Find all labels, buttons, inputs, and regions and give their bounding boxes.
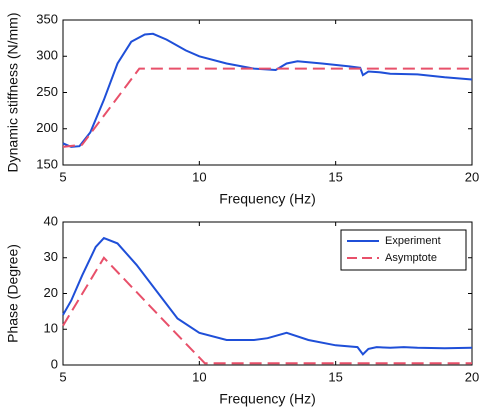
y-tick-label: 200 (36, 120, 58, 135)
y-tick-label: 300 (36, 48, 58, 63)
y-tick-label: 350 (36, 11, 58, 26)
axes-box (62, 19, 473, 166)
x-tick-label: 15 (328, 169, 342, 184)
x-tick-label: 20 (465, 169, 479, 184)
x-tick-label: 15 (328, 369, 342, 384)
x-tick-label: 20 (465, 369, 479, 384)
x-tick-label: 10 (192, 369, 206, 384)
x-tick-label: 5 (59, 369, 66, 384)
y-tick-label: 150 (36, 156, 58, 171)
x-tick-label: 5 (59, 169, 66, 184)
y-tick-label: 20 (44, 285, 58, 300)
legend-label: Asymptote (385, 252, 437, 264)
y-tick-label: 250 (36, 84, 58, 99)
y-axis-label: Dynamic stiffness (N/mm) (5, 13, 21, 173)
axes-box (62, 221, 473, 366)
legend-box (340, 229, 467, 271)
legend-label: Experiment (385, 235, 441, 247)
y-tick-label: 0 (51, 356, 58, 371)
series-line (62, 236, 473, 356)
x-axis-label: Frequency (Hz) (219, 191, 315, 207)
x-tick-label: 10 (192, 169, 206, 184)
series-line (62, 256, 472, 365)
y-tick-label: 40 (44, 213, 58, 228)
y-tick-label: 30 (44, 249, 58, 264)
y-axis-label: Phase (Degree) (5, 244, 21, 343)
legend: Experiment Asymptote (340, 229, 467, 271)
y-tick-label: 10 (44, 321, 58, 336)
series-line (62, 67, 472, 148)
series-line (62, 32, 473, 148)
x-axis-label: Frequency (Hz) (219, 391, 315, 407)
